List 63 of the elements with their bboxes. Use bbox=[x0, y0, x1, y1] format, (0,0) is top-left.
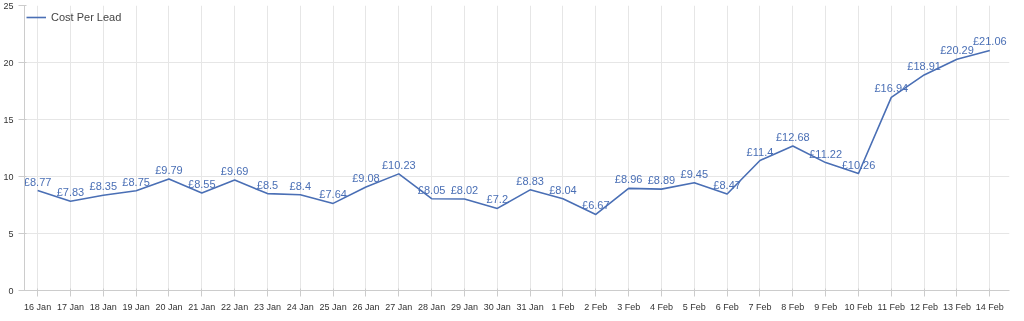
x-tick-label: 29 Jan bbox=[450, 301, 478, 312]
y-tick-label: 15 bbox=[3, 114, 14, 125]
x-tick-label: 31 Jan bbox=[516, 301, 544, 312]
legend-label: Cost Per Lead bbox=[51, 11, 122, 23]
data-label: £9.08 bbox=[352, 171, 380, 184]
x-tick-label: 27 Jan bbox=[385, 301, 413, 312]
data-label: £9.69 bbox=[220, 165, 249, 178]
x-tick-label: 2 Feb bbox=[584, 301, 608, 312]
data-label: £8.02 bbox=[450, 184, 479, 197]
data-label: £10.23 bbox=[381, 158, 416, 171]
data-label: £12.68 bbox=[775, 130, 810, 143]
data-label: £8.75 bbox=[122, 175, 150, 188]
data-label: £11.4 bbox=[746, 145, 774, 158]
y-tick-label: 0 bbox=[8, 285, 14, 296]
x-tick-label: 10 Feb bbox=[844, 301, 873, 312]
x-tick-label: 6 Feb bbox=[715, 301, 739, 312]
data-label: £20.29 bbox=[940, 44, 974, 57]
x-tick-label: 9 Feb bbox=[814, 301, 838, 312]
x-tick-label: 17 Jan bbox=[56, 301, 84, 312]
x-tick-label: 26 Jan bbox=[352, 301, 380, 312]
x-tick-label: 30 Jan bbox=[483, 301, 511, 312]
data-label: £21.06 bbox=[972, 35, 1007, 48]
data-label: £8.4 bbox=[289, 179, 312, 192]
data-label: £9.79 bbox=[155, 163, 183, 176]
x-tick-label: 24 Jan bbox=[286, 301, 314, 312]
data-label: £8.04 bbox=[549, 183, 577, 196]
x-tick-label: 13 Feb bbox=[942, 301, 971, 312]
x-tick-label: 18 Jan bbox=[89, 301, 117, 312]
data-label: £9.45 bbox=[680, 167, 709, 180]
y-tick-label: 5 bbox=[8, 228, 14, 239]
y-tick-label: 25 bbox=[3, 0, 14, 11]
x-tick-label: 14 Feb bbox=[975, 301, 1004, 312]
y-tick-label: 10 bbox=[3, 171, 14, 182]
x-tick-label: 22 Jan bbox=[221, 301, 249, 312]
data-label: £18.91 bbox=[907, 59, 941, 72]
data-label: £11.22 bbox=[809, 147, 843, 160]
x-tick-label: 20 Jan bbox=[155, 301, 183, 312]
x-tick-label: 1 Feb bbox=[551, 301, 575, 312]
x-tick-label: 28 Jan bbox=[418, 301, 446, 312]
data-label: £8.77 bbox=[23, 175, 52, 188]
data-label: £7.64 bbox=[319, 188, 347, 201]
x-tick-label: 5 Feb bbox=[682, 301, 706, 312]
data-label: £7.83 bbox=[56, 186, 85, 199]
data-label: £7.2 bbox=[486, 193, 509, 206]
x-tick-label: 21 Jan bbox=[188, 301, 216, 312]
x-tick-label: 23 Jan bbox=[253, 301, 281, 312]
x-tick-label: 3 Feb bbox=[617, 301, 641, 312]
x-tick-label: 7 Feb bbox=[748, 301, 772, 312]
x-tick-label: 19 Jan bbox=[122, 301, 150, 312]
x-tick-label: 16 Jan bbox=[24, 301, 52, 312]
data-label: £8.5 bbox=[256, 178, 279, 191]
x-tick-label: 12 Feb bbox=[910, 301, 939, 312]
y-tick-label: 20 bbox=[3, 57, 14, 68]
data-label: £8.05 bbox=[417, 183, 446, 196]
x-tick-label: 8 Feb bbox=[781, 301, 805, 312]
data-label: £8.89 bbox=[647, 174, 676, 187]
data-label: £8.83 bbox=[516, 174, 544, 187]
x-tick-label: 4 Feb bbox=[649, 301, 673, 312]
data-label: £8.55 bbox=[188, 178, 216, 191]
data-label: £8.35 bbox=[89, 180, 118, 193]
x-tick-label: 25 Jan bbox=[319, 301, 347, 312]
data-label: £8.96 bbox=[614, 173, 643, 186]
x-tick-label: 11 Feb bbox=[877, 301, 905, 312]
